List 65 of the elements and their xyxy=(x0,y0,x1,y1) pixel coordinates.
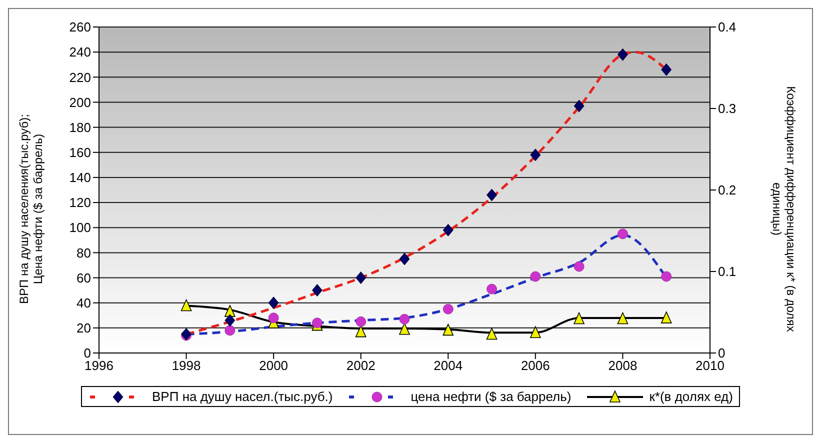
point xyxy=(268,312,279,324)
point xyxy=(224,325,236,336)
point xyxy=(442,224,454,236)
point xyxy=(442,324,454,336)
point xyxy=(181,328,192,340)
x-tick-label: 2010 xyxy=(696,358,724,374)
point xyxy=(399,314,410,324)
y-tick-label: 20 xyxy=(76,320,91,336)
point xyxy=(574,100,584,112)
point xyxy=(574,312,584,324)
legend-label: ВРП на душу насел.(тыс.руб.) xyxy=(152,389,333,404)
y2-axis-title: Коэффициент дифференциации к* (в долях единицы) xyxy=(770,86,798,332)
y-tick-label: 180 xyxy=(69,120,91,135)
y-tick-label: 200 xyxy=(69,94,91,110)
point xyxy=(312,284,322,297)
point xyxy=(530,326,541,338)
y-tick-label: 220 xyxy=(69,70,91,85)
point xyxy=(661,271,672,282)
point xyxy=(268,296,279,310)
point xyxy=(442,304,454,314)
point xyxy=(224,314,236,327)
point xyxy=(356,272,366,284)
point xyxy=(356,316,366,327)
point xyxy=(660,312,672,324)
y2-tick-label: 0.2 xyxy=(718,182,736,198)
y-tick-label: 100 xyxy=(69,220,91,236)
x-tick-label: 2002 xyxy=(346,358,376,374)
x-tick-label: 2008 xyxy=(608,358,638,374)
point xyxy=(617,312,628,324)
point xyxy=(312,318,322,328)
point xyxy=(486,284,498,294)
point xyxy=(530,271,541,282)
point xyxy=(355,325,366,338)
point xyxy=(617,228,628,240)
x-tick-label: 2006 xyxy=(520,358,550,374)
y-axis-title: ВРП на душу населения(тыс.руб); Цена нефти ($ за баррель) xyxy=(17,114,45,304)
y-tick-label: 40 xyxy=(76,295,91,310)
x-tick-label: 2004 xyxy=(434,358,463,374)
legend-label: к*(в долях ед) xyxy=(649,389,733,404)
x-tick-label: 2000 xyxy=(259,358,288,374)
point xyxy=(574,261,584,272)
y-tick-label: 0 xyxy=(84,346,91,361)
y-tick-label: 140 xyxy=(69,170,91,186)
y2-tick-label: 0.4 xyxy=(718,20,736,35)
x-tick-label: 1996 xyxy=(84,358,114,374)
y2-tick-label: 0.3 xyxy=(718,101,736,116)
point xyxy=(399,252,410,266)
legend-label: цена нефти ($ за баррель) xyxy=(410,389,572,404)
y-tick-label: 240 xyxy=(69,44,91,60)
y-tick-label: 260 xyxy=(69,20,91,35)
point xyxy=(486,188,498,202)
y-tick-label: 80 xyxy=(76,245,91,260)
x-tick-label: 1998 xyxy=(172,358,201,374)
point xyxy=(661,63,672,76)
point xyxy=(224,305,236,317)
y-tick-label: 60 xyxy=(76,270,91,286)
point xyxy=(180,299,192,312)
y-tick-label: 120 xyxy=(69,195,91,210)
point xyxy=(399,322,410,335)
y2-tick-label: 0.1 xyxy=(718,264,736,280)
point xyxy=(530,148,541,162)
y2-tick-label: 0 xyxy=(718,346,726,361)
point xyxy=(486,328,498,340)
point xyxy=(617,48,628,61)
y-tick-label: 160 xyxy=(69,145,91,160)
